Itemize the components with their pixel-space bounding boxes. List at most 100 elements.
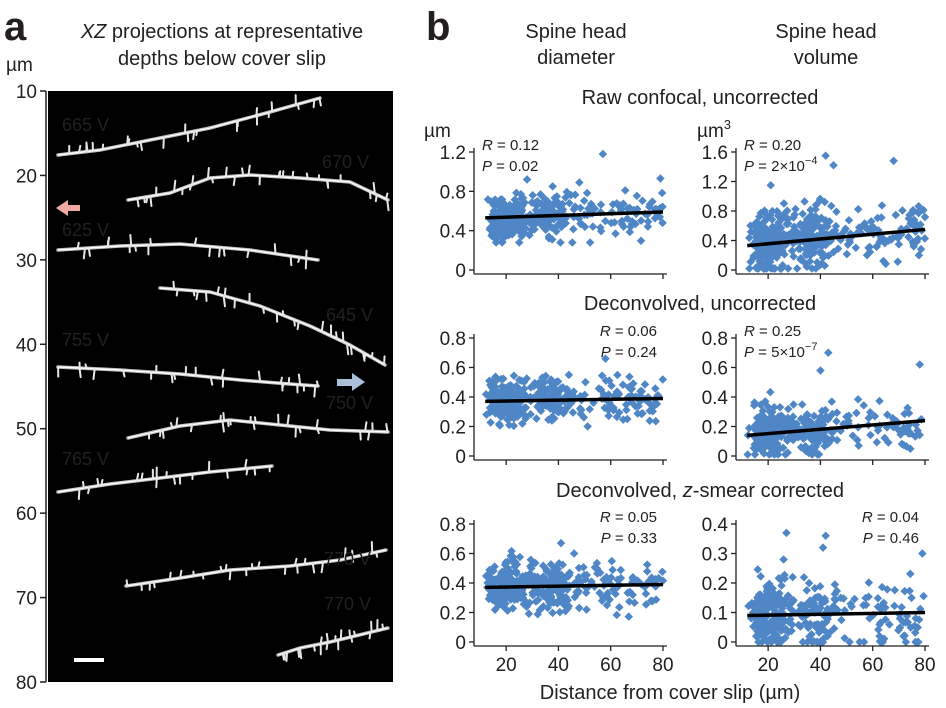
spine — [208, 245, 212, 258]
data-point — [811, 264, 821, 273]
data-point — [533, 572, 542, 582]
data-point — [553, 564, 563, 574]
spine — [279, 376, 283, 385]
data-point — [611, 229, 620, 238]
data-point — [554, 559, 564, 568]
spine — [285, 651, 289, 662]
data-point — [564, 601, 574, 611]
data-point — [484, 594, 494, 604]
data-point — [890, 601, 899, 611]
stat-p: P = 0.46 — [863, 530, 919, 547]
data-point — [565, 569, 574, 578]
data-point — [827, 428, 837, 437]
data-point — [625, 597, 634, 606]
y-tick-label: 0.2 — [440, 418, 466, 439]
spine — [296, 320, 300, 331]
data-point — [881, 615, 890, 624]
spine — [232, 175, 237, 187]
data-point — [853, 435, 862, 445]
data-point — [624, 612, 633, 621]
data-point — [785, 432, 795, 441]
spine — [209, 376, 214, 386]
data-point — [543, 603, 552, 613]
y-tick-label: 0.4 — [440, 388, 467, 409]
spine — [134, 244, 137, 252]
x-tick-label: 60 — [600, 655, 621, 676]
data-point — [495, 576, 505, 585]
spine — [149, 237, 152, 246]
data-point — [846, 599, 855, 609]
y-tick-label: 0.8 — [440, 329, 466, 350]
spine — [297, 373, 302, 386]
data-point — [910, 628, 920, 637]
dendrite-core — [57, 465, 273, 493]
data-point — [911, 614, 920, 623]
data-point — [511, 577, 520, 586]
data-point — [906, 569, 915, 579]
data-point — [497, 237, 507, 247]
data-point — [825, 437, 834, 446]
stat-r: R = 0.06 — [600, 323, 657, 340]
data-point — [796, 443, 806, 452]
column-header-diameter-line1: Spine head — [525, 21, 626, 43]
spine — [82, 247, 86, 260]
data-point — [801, 618, 810, 628]
spine — [345, 342, 350, 356]
data-point — [894, 240, 904, 249]
data-point — [760, 630, 770, 640]
data-point — [509, 405, 519, 415]
data-point — [812, 637, 822, 647]
data-point — [770, 450, 779, 459]
row-title-raw: Raw confocal, uncorrected — [582, 87, 819, 109]
data-point — [817, 406, 827, 416]
data-point — [656, 174, 665, 183]
data-point — [811, 442, 820, 452]
voltage-label: 765 V — [62, 449, 109, 469]
spine — [270, 101, 274, 113]
depth-tick-label: 30 — [16, 251, 37, 272]
spine — [359, 430, 362, 441]
dendrite-projections — [56, 94, 390, 662]
spine — [245, 467, 249, 476]
data-point — [778, 443, 788, 452]
spine — [226, 419, 230, 428]
spine — [188, 184, 193, 191]
data-point — [745, 264, 754, 273]
y-tick-label: 0.6 — [440, 359, 466, 380]
data-point — [560, 406, 569, 416]
data-point — [612, 412, 622, 422]
spine — [368, 631, 372, 640]
data-point — [769, 628, 778, 638]
column-header-diameter-line2: diameter — [537, 47, 615, 69]
data-point — [826, 201, 836, 211]
data-point — [775, 625, 785, 634]
data-point — [754, 606, 763, 615]
data-point — [859, 401, 868, 410]
spine — [385, 423, 389, 433]
data-point — [890, 585, 899, 595]
data-point — [489, 206, 499, 215]
spine — [384, 192, 389, 201]
data-point — [873, 426, 883, 435]
spine — [170, 372, 174, 384]
y-tick-label: 0 — [455, 447, 466, 468]
panel-a-letter: a — [4, 5, 27, 49]
data-point — [774, 412, 783, 421]
scatter-plots: 0 0.4 0.8 1.2 R = 0.12 P = 0.02 0 0.4 0.8 1.2 1.6 R… — [440, 137, 936, 676]
data-point — [505, 229, 515, 239]
data-point — [597, 371, 607, 380]
data-point — [625, 372, 634, 382]
spine — [222, 246, 226, 257]
spine — [172, 372, 177, 381]
stat-r: R = 0.05 — [600, 509, 657, 526]
data-point — [621, 400, 631, 409]
data-point — [753, 436, 762, 445]
data-point — [800, 197, 809, 206]
stat-r: R = 0.25 — [744, 323, 801, 340]
data-point — [865, 407, 875, 417]
scatter-plot-deconv-volume: 0 0.2 0.4 0.6 0.8 R = 0.25P = 5×10−7 — [702, 323, 929, 468]
spine — [353, 630, 357, 637]
data-point — [482, 410, 491, 419]
spine — [253, 466, 257, 476]
data-point — [549, 388, 558, 397]
